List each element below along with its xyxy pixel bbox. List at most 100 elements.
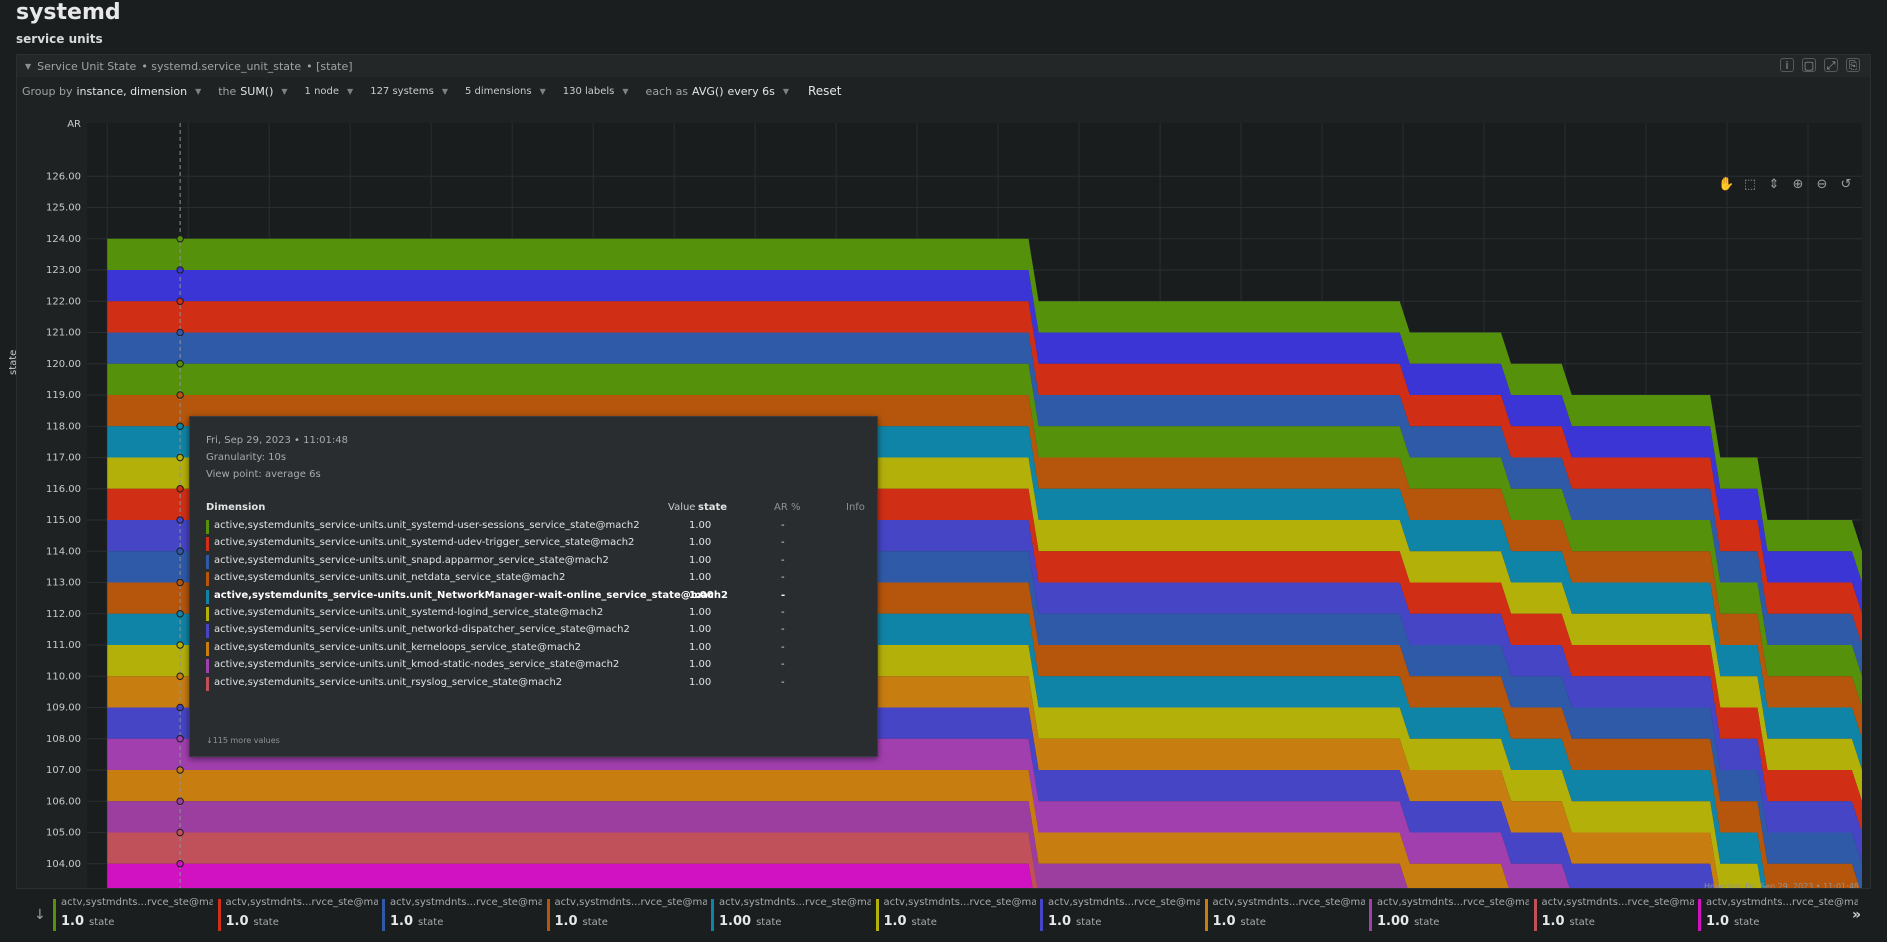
dimensions-label: 5 dimensions bbox=[465, 85, 532, 97]
chevron-down-icon: ▼ bbox=[539, 86, 546, 96]
tooltip-row: active,systemdunits_service-units.unit_s… bbox=[206, 606, 866, 622]
dimension-ar: - bbox=[781, 572, 785, 584]
legend-value: 1.0 state bbox=[1048, 914, 1102, 929]
every-label: every 6s bbox=[727, 84, 775, 98]
area-band bbox=[107, 801, 1862, 924]
legend-unit: state bbox=[253, 917, 279, 928]
chevron-down-icon: ▼ bbox=[195, 86, 202, 96]
legend-unit: state bbox=[418, 917, 444, 928]
tooltip-header: Dimension Value state AR % Info bbox=[206, 502, 866, 516]
dimension-ar: - bbox=[781, 520, 785, 531]
info-icon[interactable]: i bbox=[1780, 58, 1794, 72]
each-as-value: AVG() bbox=[692, 84, 724, 98]
legend-name: actv,systmdnts...rvce_ste@mach2 bbox=[1706, 897, 1858, 908]
tooltip-row: active,systemdunits_service-units.unit_s… bbox=[206, 519, 866, 535]
legend-name: actv,systmdnts...rvce_ste@mach2 bbox=[225, 897, 378, 908]
y-tick-label: 114.00 bbox=[46, 546, 81, 557]
systems-label: 127 systems bbox=[370, 85, 434, 97]
select-box-icon[interactable]: ⬚ bbox=[1743, 177, 1757, 192]
y-tick-label: 119.00 bbox=[46, 390, 81, 401]
y-top-label: AR bbox=[67, 119, 81, 130]
col-unit: state bbox=[698, 502, 728, 513]
hover-point bbox=[176, 485, 184, 493]
y-tick-label: 107.00 bbox=[46, 765, 81, 776]
legend-name: actv,systmdnts...rvce_ste@mach2 bbox=[1541, 897, 1694, 908]
group-by-dropdown[interactable]: Group by instance, dimension ▼ bbox=[22, 85, 201, 98]
hover-point bbox=[176, 516, 184, 524]
zoom-out-icon[interactable]: ⊖ bbox=[1816, 177, 1828, 192]
hover-point bbox=[176, 641, 184, 649]
reset-zoom-icon[interactable]: ↺ bbox=[1840, 177, 1852, 192]
dimension-value: 1.00 bbox=[689, 676, 712, 688]
y-tick-label: 125.00 bbox=[46, 203, 81, 214]
legend-unit: state bbox=[1240, 917, 1266, 928]
legend-name: actv,systmdnts...rvce_ste@mach2 bbox=[719, 897, 871, 908]
group-by-value: instance, dimension bbox=[76, 84, 188, 98]
legend-unit: state bbox=[582, 917, 608, 928]
y-tick-label: 110.00 bbox=[46, 671, 81, 682]
dimensions-dropdown[interactable]: 5 dimensions ▼ bbox=[465, 86, 546, 97]
y-tick-label: 106.00 bbox=[46, 796, 81, 807]
dimension-value: 1.00 bbox=[689, 641, 712, 653]
expand-icon[interactable]: ⤢ bbox=[1824, 58, 1838, 72]
dimension-ar: - bbox=[781, 641, 785, 653]
collapse-icon[interactable]: ▼ bbox=[25, 61, 32, 71]
reset-button[interactable]: Reset bbox=[806, 84, 842, 98]
color-swatch bbox=[206, 537, 209, 552]
dimension-value: 1.00 bbox=[689, 624, 712, 636]
y-tick-label: 105.00 bbox=[46, 828, 81, 839]
aggregation-dropdown[interactable]: the SUM() ▼ bbox=[218, 85, 287, 98]
y-axis-label: state bbox=[8, 349, 19, 375]
dimension-value: 1.00 bbox=[689, 572, 712, 584]
y-tick-label: 104.00 bbox=[46, 859, 81, 870]
legend-color-bar bbox=[53, 899, 56, 931]
hover-point bbox=[176, 578, 184, 587]
box-icon[interactable]: ▢ bbox=[1802, 58, 1816, 72]
legend-color-bar bbox=[382, 899, 385, 931]
link-icon[interactable]: ⎘ bbox=[1846, 58, 1860, 72]
color-swatch bbox=[206, 676, 209, 691]
hover-point bbox=[176, 860, 184, 868]
highlight-icon[interactable]: ⇕ bbox=[1768, 177, 1780, 192]
color-swatch bbox=[206, 554, 209, 569]
legend-unit: state bbox=[911, 917, 937, 928]
systems-dropdown[interactable]: 127 systems ▼ bbox=[370, 86, 448, 97]
legend-name: actv,systmdnts...rvce_ste@mach2 bbox=[1048, 897, 1200, 908]
color-swatch bbox=[206, 607, 209, 621]
hover-point bbox=[176, 391, 184, 399]
tooltip-more[interactable]: ↓115 more values bbox=[206, 736, 280, 745]
dimension-name: active,systemdunits_service-units.unit_s… bbox=[214, 520, 640, 531]
hover-point bbox=[176, 235, 184, 243]
hover-point bbox=[176, 703, 184, 712]
chart-tools: ✋ ⬚ ⇕ ⊕ ⊖ ↺ bbox=[1718, 177, 1854, 193]
legend-value: 1.0 state bbox=[1706, 914, 1760, 929]
hand-pan-icon[interactable]: ✋ bbox=[1718, 177, 1735, 192]
hover-point bbox=[176, 797, 184, 805]
zoom-in-icon[interactable]: ⊕ bbox=[1792, 177, 1804, 192]
col-info: Info bbox=[846, 502, 865, 513]
hover-info: Hovering: Fri, Sep 29, 2023 • 11:01:48 bbox=[1703, 882, 1859, 891]
nodes-dropdown[interactable]: 1 node ▼ bbox=[305, 86, 354, 97]
labels-dropdown[interactable]: 130 labels ▼ bbox=[563, 86, 629, 97]
dimension-name: active,systemdunits_service-units.unit_n… bbox=[214, 572, 566, 584]
tooltip-date: Fri, Sep 29, 2023 • 11:01:48 bbox=[206, 435, 348, 446]
arrow-down-icon[interactable]: ↓ bbox=[34, 907, 46, 923]
color-swatch bbox=[206, 520, 209, 534]
tooltip-view-point: View point: average 6s bbox=[206, 469, 321, 480]
more-icon[interactable]: » bbox=[1851, 907, 1861, 923]
time-aggregation-dropdown[interactable]: each as AVG() every 6s ▼ bbox=[646, 85, 789, 98]
aggregation-value: SUM() bbox=[240, 84, 274, 98]
dimension-ar: - bbox=[781, 607, 785, 618]
